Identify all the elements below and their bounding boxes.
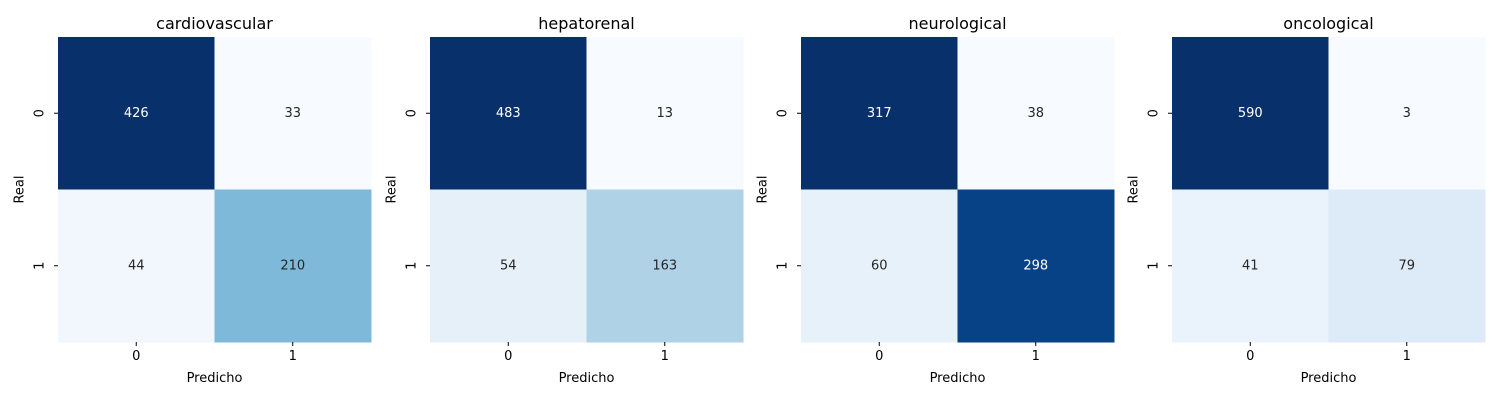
heatmap-cell (214, 189, 372, 343)
x-tick-label: 1 (1403, 349, 1411, 364)
x-tick-label: 0 (132, 349, 140, 364)
confusion-matrix-panel: 317 38 60 298 neurological 0 1 0 1 Predicho Real (756, 14, 1115, 386)
heatmap-cell (801, 189, 958, 343)
cell-value-label: 590 (1238, 106, 1263, 121)
heatmap-cell (1328, 189, 1486, 343)
panel-title: cardiovascular (156, 14, 273, 33)
heatmap-cell (586, 37, 744, 190)
cell-value-label: 3 (1403, 106, 1411, 121)
heatmap-cell (1172, 37, 1329, 190)
cell-value-label: 317 (867, 106, 892, 121)
x-tick-label: 1 (289, 349, 297, 364)
panel-title: oncological (1283, 14, 1373, 33)
heatmap-cell (430, 189, 587, 343)
heatmap-cell (214, 37, 372, 190)
y-tick-label: 1 (33, 262, 48, 270)
cell-value-label: 38 (1027, 106, 1044, 121)
cell-value-label: 483 (496, 106, 521, 121)
panel-title: neurological (908, 14, 1006, 33)
heatmap-cell (957, 37, 1115, 190)
x-axis-label: Predicho (559, 371, 615, 386)
cell-value-label: 298 (1023, 258, 1048, 273)
heatmap-cell (430, 37, 587, 190)
y-axis-label: Real (756, 175, 771, 203)
cell-value-label: 60 (871, 258, 888, 273)
y-axis-label: Real (1127, 175, 1142, 203)
x-tick-label: 0 (875, 349, 883, 364)
confusion-matrix-panel: 590 3 41 79 oncological 0 1 0 1 Predicho Real (1127, 14, 1486, 386)
cell-value-label: 54 (500, 258, 517, 273)
y-axis-label: Real (13, 175, 28, 203)
cell-value-label: 41 (1242, 258, 1259, 273)
panel-title: hepatorenal (538, 14, 634, 33)
x-tick-label: 1 (1032, 349, 1040, 364)
y-tick-label: 1 (776, 262, 791, 270)
confusion-matrix-panel: 426 33 44 210 cardiovascular 0 1 0 1 Predicho Real (13, 14, 372, 386)
x-axis-label: Predicho (1301, 371, 1357, 386)
x-tick-label: 1 (661, 349, 669, 364)
heatmap-cell (586, 189, 744, 343)
cell-value-label: 79 (1398, 258, 1415, 273)
confusion-matrix-panel: 483 13 54 163 hepatorenal 0 1 0 1 Predicho Real (385, 14, 744, 386)
x-tick-label: 0 (504, 349, 512, 364)
cell-value-label: 44 (128, 258, 145, 273)
y-tick-label: 0 (405, 109, 420, 117)
cell-value-label: 33 (284, 106, 301, 121)
y-tick-label: 1 (405, 262, 420, 270)
x-axis-label: Predicho (187, 371, 243, 386)
heatmap-cell (1172, 189, 1329, 343)
heatmap-cell (1328, 37, 1486, 190)
heatmap-cell (58, 189, 215, 343)
cell-value-label: 13 (656, 106, 673, 121)
x-axis-label: Predicho (930, 371, 986, 386)
y-tick-label: 0 (776, 109, 791, 117)
y-tick-label: 0 (33, 109, 48, 117)
heatmap-cell (801, 37, 958, 190)
heatmap-cell (957, 189, 1115, 343)
x-tick-label: 0 (1246, 349, 1254, 364)
y-axis-label: Real (385, 175, 400, 203)
heatmap-cell (58, 37, 215, 190)
cell-value-label: 426 (124, 106, 149, 121)
y-tick-label: 0 (1147, 109, 1162, 117)
cell-value-label: 163 (652, 258, 677, 273)
y-tick-label: 1 (1147, 262, 1162, 270)
cell-value-label: 210 (280, 258, 305, 273)
